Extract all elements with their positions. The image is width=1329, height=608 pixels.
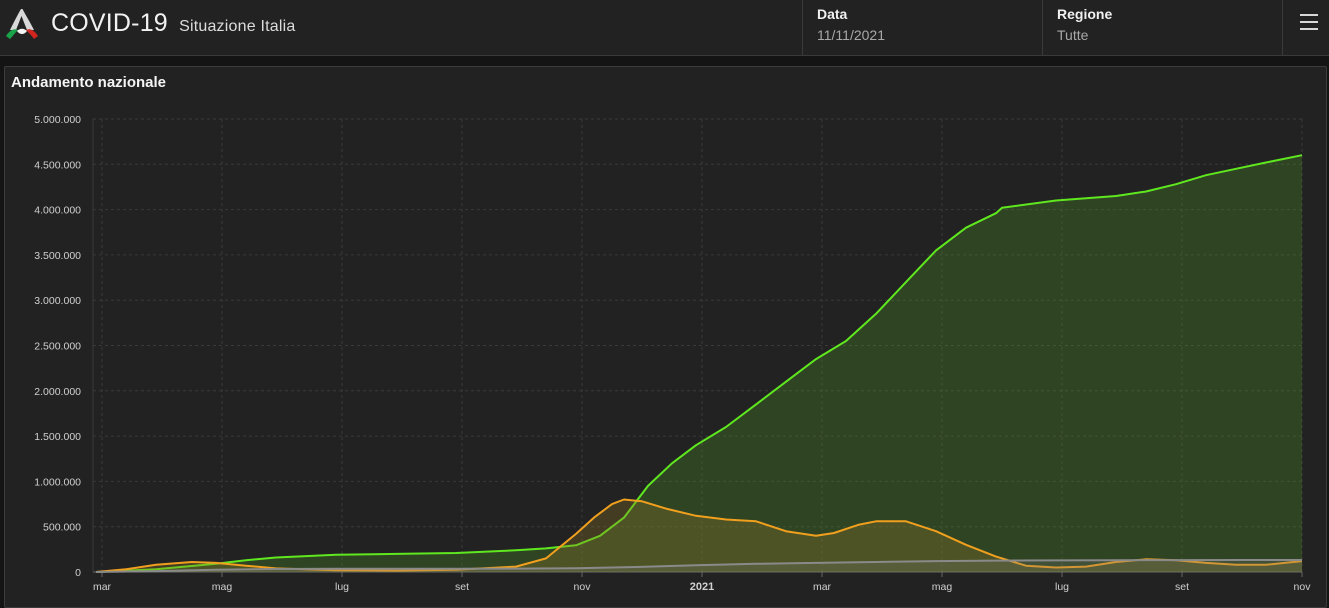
panel-title: Andamento nazionale: [11, 74, 167, 91]
date-label: Data: [817, 6, 848, 22]
app-title-text: COVID-19: [51, 9, 168, 37]
y-tick-label: 500.000: [43, 522, 81, 534]
x-tick-label: lug: [335, 581, 349, 593]
series-line-0: [95, 154, 1303, 573]
date-selector[interactable]: Data 11/11/2021: [802, 0, 1043, 55]
y-tick-label: 3.000.000: [34, 295, 81, 307]
series-line-2: [95, 559, 1302, 573]
y-tick-label: 2.500.000: [34, 341, 81, 353]
app-subtitle: Situazione Italia: [179, 18, 296, 35]
y-tick-label: 5.000.000: [34, 114, 81, 126]
region-selector[interactable]: Regione Tutte: [1042, 0, 1283, 55]
x-tick-label: 2021: [690, 581, 714, 593]
y-tick-label: 4.500.000: [34, 159, 81, 171]
x-tick-label: mag: [932, 581, 953, 593]
date-value: 11/11/2021: [817, 27, 885, 43]
y-tick-label: 1.000.000: [34, 476, 81, 488]
x-tick-label: mar: [813, 581, 832, 593]
series-area-1: [96, 499, 1302, 572]
menu-bar-middle: [1300, 21, 1318, 23]
national-trend-chart: 0 500.000 1.000.000 1.500.000 2.000.000 2.500…: [34, 114, 1312, 593]
app-title: COVID-19 Situazione Italia: [51, 9, 295, 38]
x-tick-label: mar: [93, 581, 112, 593]
region-label: Regione: [1057, 6, 1113, 22]
hamburger-menu-icon[interactable]: [1282, 0, 1329, 55]
top-bar: COVID-19 Situazione Italia Data 11/11/20…: [0, 0, 1329, 56]
x-tick-label: lug: [1055, 581, 1069, 593]
x-tick-label: set: [455, 581, 469, 593]
y-tick-label: 3.500.000: [34, 250, 81, 262]
series-area-0: [96, 155, 1302, 572]
y-tick-label: 2.000.000: [34, 386, 81, 398]
y-tick-label: 4.000.000: [34, 205, 81, 217]
x-tick-label: nov: [1294, 581, 1312, 593]
region-value: Tutte: [1057, 27, 1089, 43]
x-tick-label: nov: [574, 581, 592, 593]
menu-bar-top: [1300, 14, 1318, 16]
menu-bar-bottom: [1300, 28, 1318, 30]
y-tick-label: 0: [75, 567, 81, 579]
y-tick-label: 1.500.000: [34, 431, 81, 443]
italy-flag-icon: [6, 9, 38, 39]
chart-panel: Andamento nazionale 0 500.000 1.000.000 1.5…: [4, 66, 1327, 608]
x-tick-label: mag: [212, 581, 233, 593]
x-tick-label: set: [1175, 581, 1189, 593]
